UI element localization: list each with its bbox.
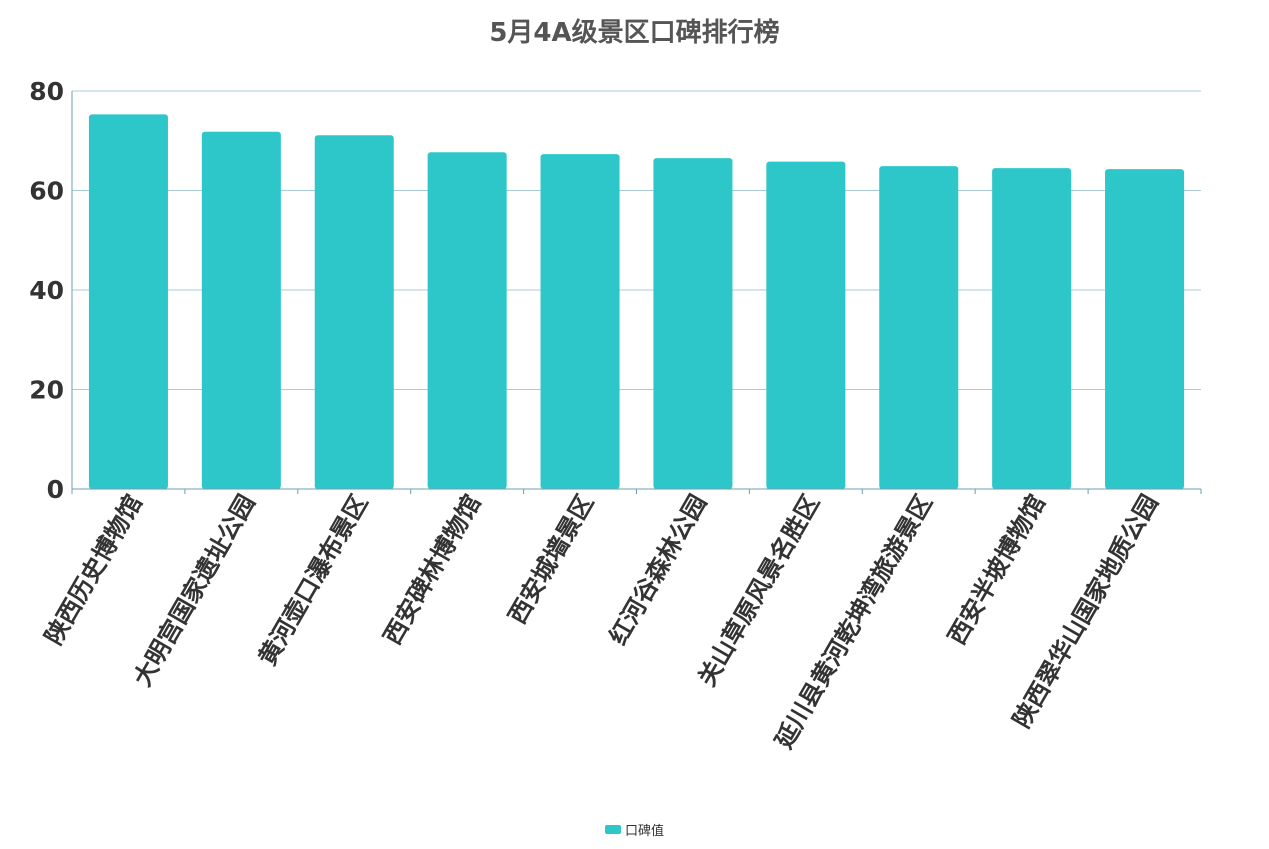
x-tick-label: 西安半坡博物馆	[943, 490, 1051, 649]
bar[interactable]	[1105, 169, 1185, 490]
y-tick-labels: 0 20 40 60 80	[29, 77, 64, 504]
bar[interactable]	[88, 114, 168, 489]
x-tick-label: 西安城墙景区	[503, 490, 599, 629]
bar[interactable]	[879, 166, 959, 489]
bars	[88, 114, 1185, 490]
bar[interactable]	[992, 168, 1072, 490]
y-tick-label: 80	[29, 77, 64, 106]
x-tick-label: 大明宫国家遗址公园	[128, 490, 260, 691]
bar[interactable]	[653, 158, 733, 489]
axes	[71, 91, 1202, 494]
bar[interactable]	[201, 131, 281, 490]
y-tick-label: 0	[47, 475, 64, 504]
bar[interactable]	[766, 161, 846, 489]
y-tick-label: 20	[29, 376, 64, 405]
chart-title: 5月4A级景区口碑排行榜	[489, 18, 780, 48]
legend-label: 口碑值	[624, 824, 664, 839]
y-tick-label: 40	[29, 276, 64, 305]
x-tick-label: 黄河壶口瀑布景区	[253, 490, 373, 670]
x-tick-label: 陕西历史博物馆	[39, 490, 147, 649]
y-tick-label: 60	[29, 177, 64, 206]
legend[interactable]: 口碑值	[0, 820, 1269, 839]
bar[interactable]	[540, 154, 620, 489]
x-tick-label: 关山草原风景名胜区	[693, 490, 825, 691]
bar[interactable]	[314, 135, 394, 489]
x-tick-label: 红河谷森林公园	[604, 490, 712, 649]
x-tick-label: 西安碑林博物馆	[378, 490, 486, 649]
bar[interactable]	[427, 152, 507, 489]
legend-swatch	[604, 825, 621, 834]
